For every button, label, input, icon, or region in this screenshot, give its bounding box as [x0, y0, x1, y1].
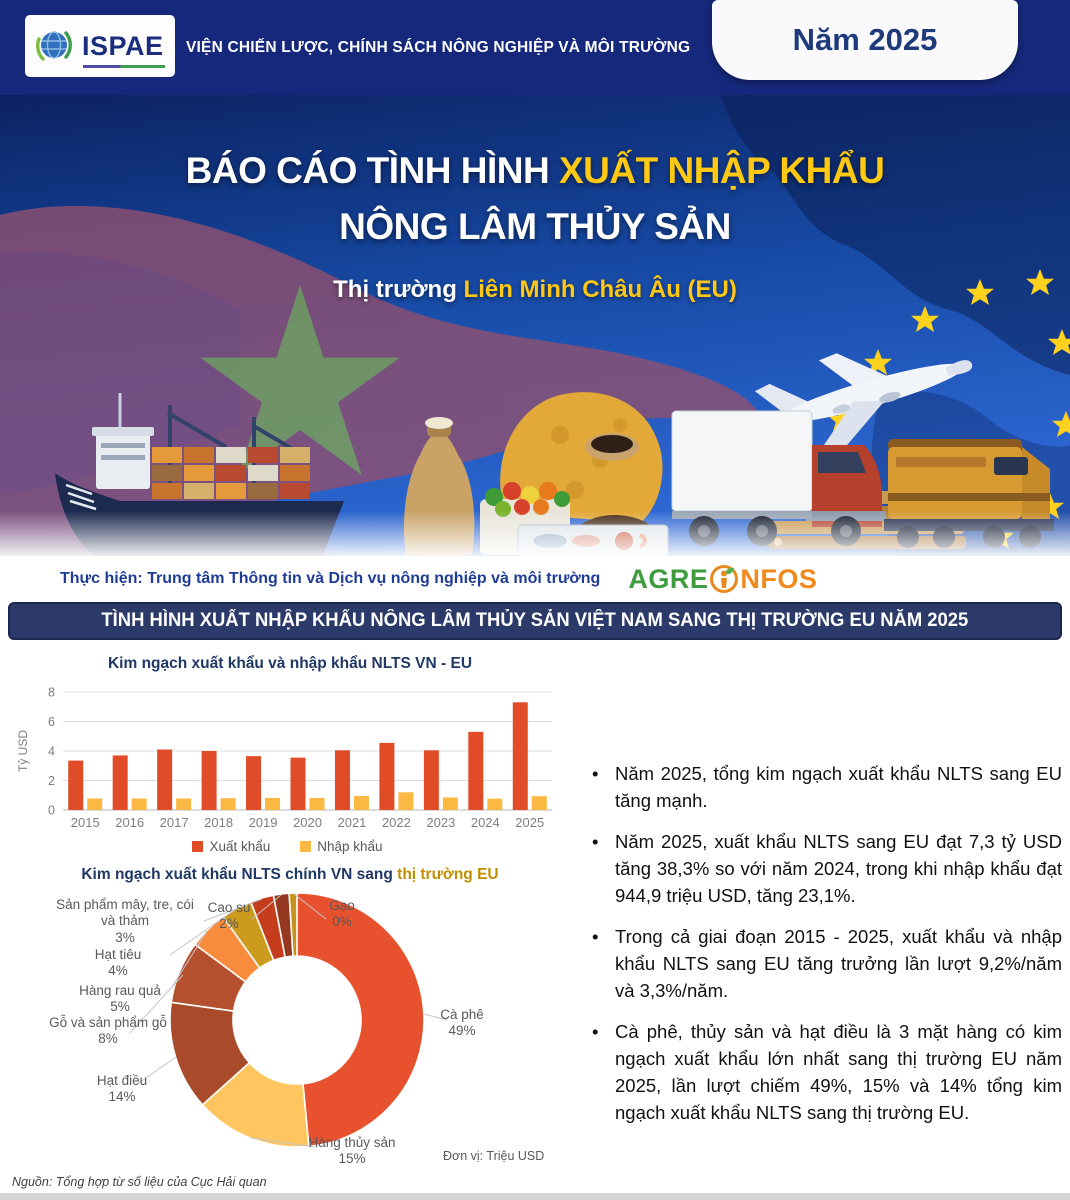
svg-text:2025: 2025 — [515, 815, 544, 830]
flag-star — [200, 285, 400, 475]
hero-banner: BÁO CÁO TÌNH HÌNH XUẤT NHẬP KHẨU NÔNG LÂ… — [0, 95, 1070, 560]
svg-text:2023: 2023 — [426, 815, 455, 830]
import-bar-2019 — [265, 797, 281, 810]
export-bar-2019 — [246, 756, 262, 810]
svg-text:2017: 2017 — [160, 815, 189, 830]
pie-slice-0 — [296, 892, 425, 1148]
globe-icon — [36, 31, 72, 61]
import-bar-2015 — [87, 798, 103, 810]
year-badge: Năm 2025 — [712, 0, 1018, 80]
export-bar-2022 — [379, 742, 395, 810]
pie-label-6: Sản phẩm mây, tre, cói và thảm 3% — [56, 897, 194, 945]
import-bar-2018 — [220, 798, 236, 810]
export-bar-2025 — [512, 702, 528, 810]
svg-text:4: 4 — [48, 745, 55, 759]
report-title-line2: NÔNG LÂM THỦY SẢN — [339, 205, 731, 247]
svg-text:2022: 2022 — [382, 815, 411, 830]
section-banner: TÌNH HÌNH XUẤT NHẬP KHẨU NÔNG LÂM THỦY S… — [8, 602, 1062, 640]
bullet-item: Năm 2025, xuất khẩu NLTS sang EU đạt 7,3… — [588, 828, 1062, 909]
hero-illustration — [0, 95, 1070, 560]
bottom-divider — [0, 1193, 1070, 1200]
year-badge-label: Năm 2025 — [792, 22, 938, 57]
report-title-line1: BÁO CÁO TÌNH HÌNH XUẤT NHẬP KHẨU — [185, 150, 885, 191]
pie-slice-8 — [288, 892, 298, 957]
bar-chart-legend: Xuất khẩu Nhập khẩu — [15, 839, 560, 854]
report-subtitle: Thị trường Liên Minh Châu Âu (EU) — [333, 276, 737, 303]
legend-export: Xuất khẩu — [192, 839, 270, 854]
import-bar-2022 — [398, 792, 414, 810]
pie-label-4: Hàng rau quả 5% — [79, 983, 161, 1015]
svg-text:2019: 2019 — [249, 815, 278, 830]
source-note: Nguồn: Tổng hợp từ số liệu của Cục Hải q… — [12, 1175, 267, 1189]
export-bar-2016 — [112, 755, 128, 810]
export-bar-2021 — [334, 750, 350, 810]
import-bar-2024 — [487, 798, 503, 810]
pie-label-7: Cao su 2% — [207, 900, 251, 932]
pie-label-1: Hàng thủy sản 15% — [308, 1135, 396, 1167]
svg-text:2024: 2024 — [471, 815, 500, 830]
hero-title-block: BÁO CÁO TÌNH HÌNH XUẤT NHẬP KHẨU NÔNG LÂ… — [0, 143, 1070, 304]
pie-label-8: Gạo 0% — [329, 898, 355, 930]
org-name: VIỆN CHIẾN LƯỢC, CHÍNH SÁCH NÔNG NGHIỆP … — [186, 38, 691, 56]
pie-label-0: Cà phê 49% — [440, 1007, 484, 1039]
bar-chart: 0 2 4 6 8 Tỷ USD 2015 2016 2017 2018 2019 2020 2021 2… — [16, 686, 552, 830]
logo-text: ISPAE — [82, 30, 164, 61]
svg-text:0: 0 — [48, 804, 55, 818]
export-bar-2023 — [423, 750, 439, 810]
credit-text: Thực hiện: Trung tâm Thông tin và Dịch v… — [60, 570, 601, 587]
svg-text:8: 8 — [48, 686, 55, 700]
svg-text:2: 2 — [48, 774, 55, 788]
header: ISPAE VIỆN CHIẾN LƯỢC, CHÍNH SÁCH NÔNG N… — [0, 0, 1070, 95]
svg-text:2016: 2016 — [115, 815, 144, 830]
svg-text:2021: 2021 — [337, 815, 366, 830]
export-bar-2015 — [68, 760, 84, 810]
airplane-icon — [754, 353, 973, 460]
export-bar-2018 — [201, 751, 217, 810]
export-bar-2017 — [157, 749, 173, 810]
ispae-logo: ISPAE — [25, 15, 175, 77]
donut-chart: Cà phê 49% Hàng thủy sản 15% Hạt điều 14% Gỗ v… — [0, 891, 575, 1166]
summary-bullets: Năm 2025, tổng kim ngạch xuất khẩu NLTS … — [588, 760, 1062, 1140]
svg-text:2015: 2015 — [71, 815, 100, 830]
bar-chart-title: Kim ngạch xuất khẩu và nhập khẩu NLTS VN… — [107, 655, 473, 672]
import-bar-2023 — [442, 797, 458, 810]
unit-note: Đơn vị: Triệu USD — [443, 1149, 545, 1163]
legend-import: Nhập khẩu — [300, 839, 383, 854]
section-banner-title: TÌNH HÌNH XUẤT NHẬP KHẨU NÔNG LÂM THỦY S… — [101, 610, 969, 631]
svg-text:6: 6 — [48, 715, 55, 729]
donut-chart-title: Kim ngạch xuất khẩu NLTS chính VN sang t… — [81, 866, 499, 883]
import-bar-2021 — [353, 795, 369, 810]
pie-label-3: Gỗ và sản phẩm gỗ 8% — [49, 1015, 167, 1047]
bullet-item: Trong cả giai đoạn 2015 - 2025, xuất khẩ… — [588, 923, 1062, 1004]
import-bar-2025 — [531, 796, 547, 810]
import-bar-2020 — [309, 797, 325, 810]
svg-text:Tỷ USD: Tỷ USD — [16, 730, 30, 772]
logo-underline — [83, 65, 165, 68]
export-bar-2024 — [468, 731, 484, 810]
bullet-item: Cà phê, thủy sản và hạt điều là 3 mặt hà… — [588, 1018, 1062, 1126]
export-bar-2020 — [290, 757, 306, 810]
import-bar-2016 — [131, 798, 147, 810]
containers — [152, 447, 310, 499]
agreinfos-icon — [710, 565, 739, 593]
svg-text:2018: 2018 — [204, 815, 233, 830]
pie-label-2: Hạt điều 14% — [96, 1073, 148, 1105]
bullet-item: Năm 2025, tổng kim ngạch xuất khẩu NLTS … — [588, 760, 1062, 814]
credit-row: Thực hiện: Trung tâm Thông tin và Dịch v… — [0, 556, 1070, 602]
import-bar-2017 — [176, 798, 192, 810]
svg-text:2020: 2020 — [293, 815, 322, 830]
pie-label-5: Hạt tiêu 4% — [94, 947, 142, 979]
agreinfos-logo: AGRE NFOS — [628, 563, 818, 594]
